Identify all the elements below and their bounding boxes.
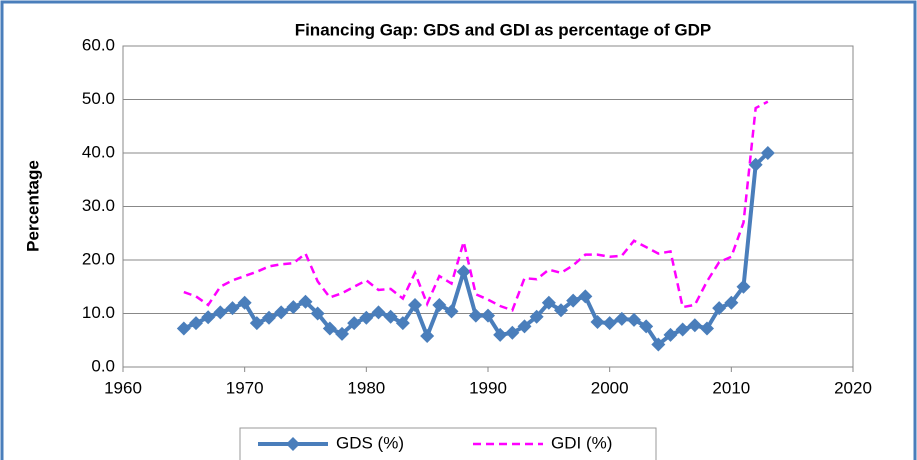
- legend-label: GDS (%): [336, 433, 404, 452]
- marker: [371, 305, 386, 320]
- marker: [298, 294, 313, 309]
- marker: [651, 337, 666, 352]
- marker: [554, 303, 568, 318]
- marker: [432, 297, 447, 312]
- marker: [237, 295, 252, 310]
- marker: [456, 264, 471, 279]
- marker: [566, 293, 581, 308]
- marker: [322, 321, 337, 336]
- marker: [736, 279, 751, 294]
- x-tick-label: 1970: [226, 378, 264, 397]
- marker: [724, 295, 739, 310]
- marker: [529, 309, 544, 324]
- marker: [201, 310, 216, 325]
- marker: [614, 311, 629, 326]
- x-tick-label: 1990: [469, 378, 507, 397]
- marker: [274, 305, 289, 320]
- legend-marker: [286, 437, 300, 451]
- marker: [687, 318, 702, 333]
- marker: [347, 316, 362, 331]
- marker: [176, 321, 191, 336]
- marker: [359, 310, 374, 325]
- marker: [517, 319, 532, 334]
- marker: [493, 327, 508, 342]
- marker: [700, 321, 714, 336]
- y-axis-label: Percentage: [23, 160, 42, 252]
- marker: [639, 319, 654, 334]
- marker: [395, 316, 410, 331]
- x-tick-label: 2000: [591, 378, 629, 397]
- marker: [213, 305, 228, 320]
- marker: [578, 289, 593, 304]
- x-tick-label: 1980: [347, 378, 385, 397]
- y-tick-label: 20.0: [82, 249, 115, 268]
- marker: [505, 325, 520, 340]
- marker: [481, 308, 495, 323]
- series-line: [183, 100, 769, 312]
- marker: [590, 315, 605, 330]
- marker: [310, 306, 325, 321]
- marker: [602, 316, 617, 331]
- marker: [468, 308, 483, 323]
- x-tick-label: 2020: [834, 378, 872, 397]
- marker: [748, 157, 763, 172]
- marker: [541, 295, 556, 310]
- marker: [760, 146, 775, 160]
- y-tick-label: 50.0: [82, 89, 115, 108]
- marker: [408, 297, 422, 312]
- marker: [249, 316, 264, 331]
- marker: [663, 327, 678, 342]
- marker: [189, 316, 203, 331]
- marker: [712, 301, 727, 316]
- marker: [420, 328, 435, 343]
- y-tick-label: 10.0: [82, 303, 115, 322]
- chart-title: Financing Gap: GDS and GDI as percentage…: [295, 20, 712, 39]
- marker: [286, 300, 301, 315]
- y-tick-label: 30.0: [82, 196, 115, 215]
- marker: [383, 309, 398, 324]
- marker: [444, 304, 459, 319]
- legend-label: GDI (%): [551, 433, 612, 452]
- y-tick-label: 0.0: [91, 356, 115, 375]
- marker: [335, 326, 349, 341]
- marker: [627, 312, 641, 327]
- y-tick-label: 60.0: [82, 35, 115, 54]
- y-tick-label: 40.0: [82, 142, 115, 161]
- x-tick-label: 1960: [104, 378, 142, 397]
- marker: [675, 322, 690, 337]
- marker: [225, 301, 240, 316]
- marker: [262, 310, 276, 325]
- x-tick-label: 2010: [712, 378, 750, 397]
